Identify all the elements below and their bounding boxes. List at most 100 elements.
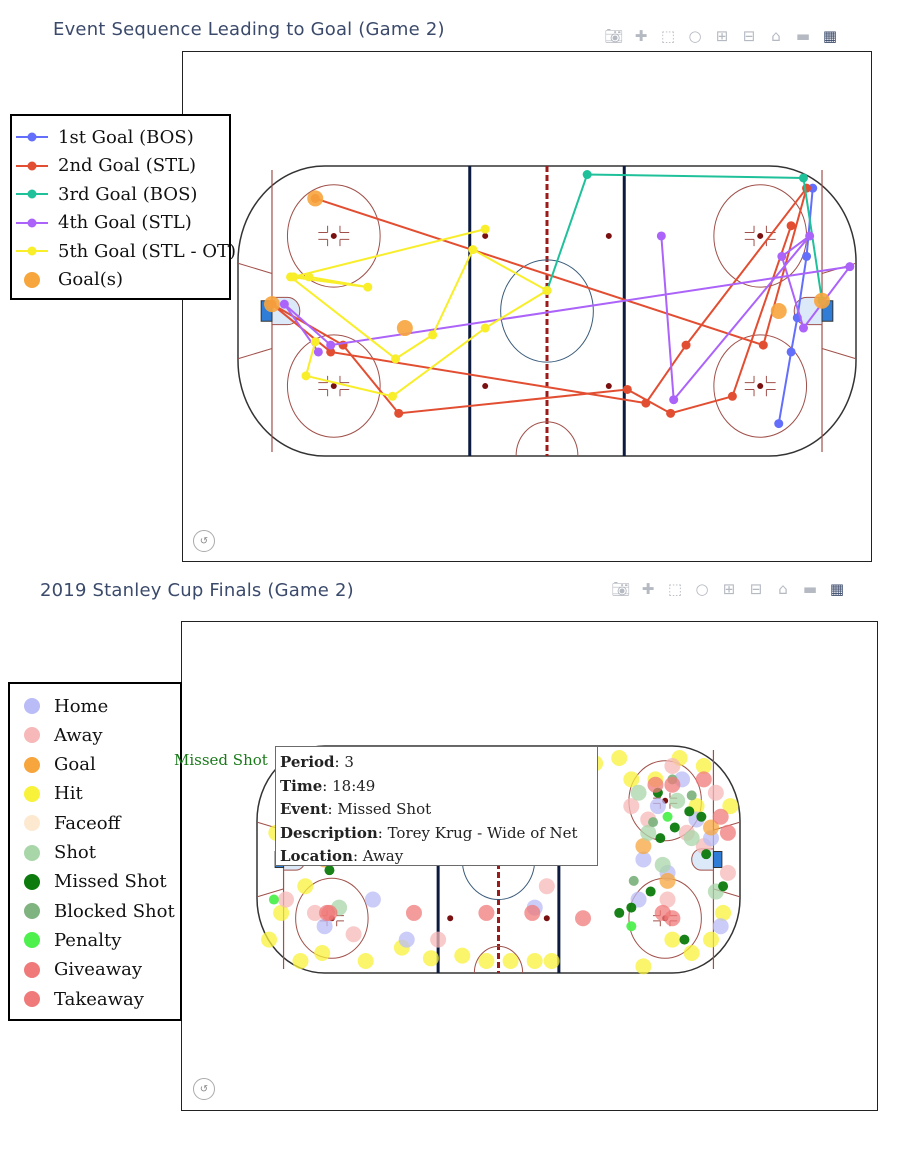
event-point-hit	[454, 947, 471, 964]
pan-icon[interactable]: ✚	[634, 26, 648, 45]
legend-item[interactable]: Giveaway	[10, 958, 180, 982]
legend-item[interactable]: Goal	[10, 753, 180, 777]
event-point-hit	[664, 931, 681, 948]
hover-trace-label: Missed Shot	[174, 751, 268, 769]
faceoff-dot	[757, 232, 764, 239]
hover-tooltip: Period: 3 Time: 18:49 Event: Missed Shot…	[275, 746, 598, 866]
plotly-logo-icon[interactable]: ▦	[822, 26, 838, 45]
series-line-3	[546, 173, 823, 301]
center-circle	[500, 259, 594, 363]
event-point-away	[664, 758, 681, 775]
faceoff-circle	[713, 334, 808, 438]
event-point-away	[707, 784, 724, 801]
event-point-penalty	[268, 894, 279, 905]
event-point-giveaway	[647, 776, 664, 793]
legend-item[interactable]: 5th Goal (STL - OT)	[12, 239, 236, 263]
reset-view-icon[interactable]: ↺	[193, 530, 215, 552]
zoom-in-icon[interactable]: ⊞	[715, 26, 729, 45]
referee-crease	[515, 421, 579, 457]
tooltip-period: Period: 3	[280, 753, 354, 771]
series-point-4	[777, 251, 787, 261]
zoom-in-icon[interactable]: ⊞	[722, 579, 736, 598]
legend-item[interactable]: Penalty	[10, 928, 180, 952]
legend-swatch-dot	[24, 756, 40, 773]
event-point-blocked-shot	[686, 790, 697, 801]
neutral-dot	[543, 915, 550, 922]
legend-item[interactable]: Home	[10, 694, 180, 718]
legend-swatch	[16, 132, 48, 142]
event-point-giveaway	[695, 771, 712, 788]
series-point-2	[641, 398, 651, 408]
legend-swatch-dot	[27, 218, 37, 227]
goal-marker	[814, 292, 831, 309]
hash-mark	[765, 225, 776, 234]
legend-label: 1st Goal (BOS)	[58, 126, 194, 148]
zoom-out-icon[interactable]: ⊟	[742, 26, 756, 45]
goal-marker	[770, 303, 787, 319]
event-point-hit	[703, 931, 720, 948]
event-point-hit	[635, 958, 652, 975]
zoom-out-icon[interactable]: ⊟	[749, 579, 763, 598]
hash-mark	[653, 920, 661, 927]
legend-swatch	[24, 991, 40, 1007]
event-point-missed-shot	[614, 907, 625, 918]
series-point-4	[279, 299, 289, 309]
box-select-icon[interactable]: ⬚	[667, 579, 683, 598]
home-icon[interactable]: ⌂	[771, 26, 781, 45]
event-point-takeaway	[712, 808, 729, 825]
legend-item[interactable]: Blocked Shot	[10, 899, 180, 923]
legend-item[interactable]: Faceoff	[10, 811, 180, 835]
event-point-giveaway	[524, 904, 541, 921]
legend-item[interactable]: Goal(s)	[12, 268, 229, 292]
event-point-missed-shot	[718, 881, 729, 892]
pan-icon[interactable]: ✚	[641, 579, 655, 598]
legend-item[interactable]: Hit	[10, 782, 180, 806]
neutral-dot	[482, 383, 489, 390]
series-point-5	[388, 391, 397, 401]
reset-view-icon[interactable]: ↺	[193, 1078, 215, 1100]
series-point-2	[394, 408, 404, 418]
event-point-missed-shot	[324, 865, 335, 876]
legend-item[interactable]: 2nd Goal (STL)	[12, 154, 229, 178]
legend-swatch	[16, 246, 48, 256]
home-icon[interactable]: ⌂	[778, 579, 788, 598]
camera-icon[interactable]: 📷︎	[611, 579, 631, 598]
legend-item[interactable]: Shot	[10, 841, 180, 865]
legend-item[interactable]: 1st Goal (BOS)	[12, 125, 229, 149]
plotly-logo-icon[interactable]: ▦	[829, 579, 845, 598]
legend-item[interactable]: Away	[10, 723, 180, 747]
legend-swatch-dot	[24, 991, 40, 1007]
series-point-3	[582, 170, 592, 180]
right-net	[712, 850, 723, 869]
legend-label: 4th Goal (STL)	[58, 212, 192, 233]
event-point-giveaway	[405, 904, 422, 921]
legend-label: Goal	[54, 754, 96, 776]
top-chart[interactable]	[183, 52, 871, 561]
event-point-hit	[526, 952, 543, 969]
bottom-modebar: 📷︎ ✚ ⬚ ○ ⊞ ⊟ ⌂ ▬ ▦	[611, 579, 847, 599]
event-point-hit	[695, 758, 712, 775]
legend-item[interactable]: 3rd Goal (BOS)	[12, 182, 229, 206]
legend-swatch-dot	[24, 932, 40, 949]
legend-label: Goal(s)	[58, 269, 123, 290]
legend-swatch	[24, 698, 40, 714]
legend-item[interactable]: Takeaway	[10, 987, 180, 1011]
lasso-icon[interactable]: ○	[688, 26, 702, 45]
camera-icon[interactable]: 📷︎	[604, 26, 624, 45]
legend-swatch	[24, 815, 40, 832]
lasso-icon[interactable]: ○	[695, 579, 709, 598]
event-point-hit	[273, 904, 290, 921]
legend-item[interactable]: 4th Goal (STL)	[12, 211, 229, 235]
event-point-shot	[683, 830, 700, 847]
legend-label: Giveaway	[54, 959, 142, 981]
tooltip-event: Event: Missed Shot	[280, 800, 432, 818]
hover-icon[interactable]: ▬	[795, 26, 811, 45]
box-select-icon[interactable]: ⬚	[660, 26, 676, 45]
legend-item[interactable]: Missed Shot	[10, 870, 180, 894]
event-point-hit	[422, 950, 439, 967]
legend-swatch-dot	[24, 961, 40, 978]
hover-icon[interactable]: ▬	[802, 579, 818, 598]
event-point-blocked-shot	[648, 817, 659, 828]
hash-mark	[744, 388, 755, 397]
series-point-5	[363, 282, 373, 292]
